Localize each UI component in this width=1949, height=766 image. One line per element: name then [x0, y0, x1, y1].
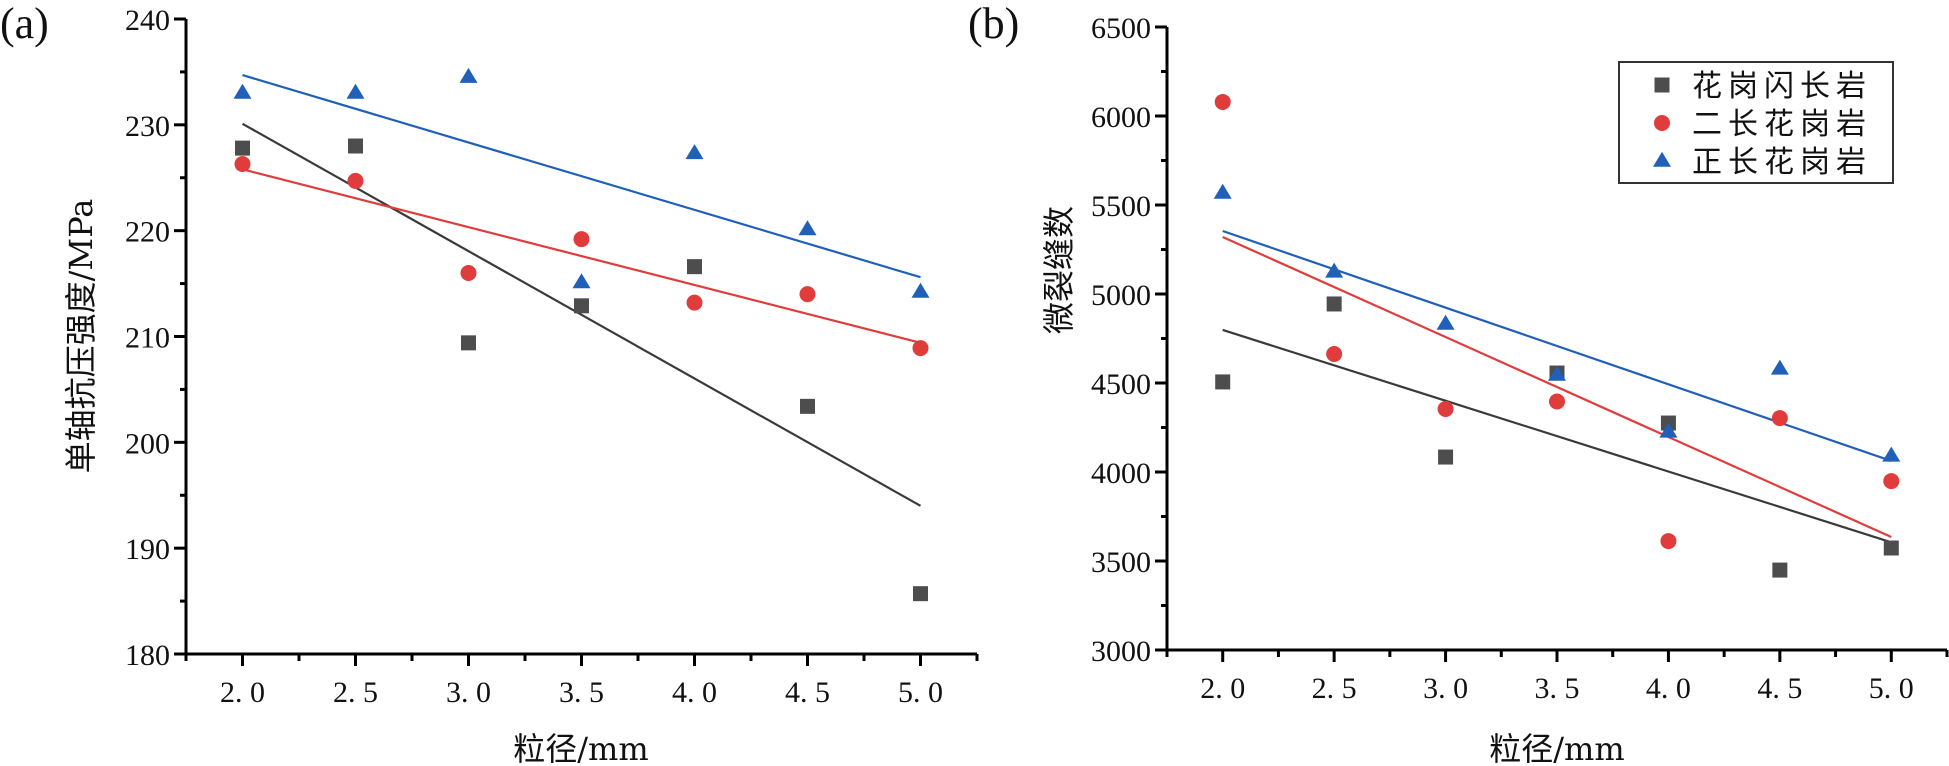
legend-marker-circle [1654, 115, 1670, 131]
data-point-triangle [1213, 183, 1232, 199]
y-tick-label: 4500 [1091, 368, 1151, 401]
data-point-triangle [1770, 359, 1789, 375]
y-tick-label: 5500 [1091, 190, 1151, 223]
y-tick-label: 180 [125, 639, 170, 672]
y-tick-label: 6000 [1091, 101, 1151, 134]
data-point-square [913, 586, 928, 602]
x-axis-title-a: 粒径/mm [513, 730, 648, 766]
panel-label-a: (a) [0, 0, 49, 48]
y-tick-label: 220 [125, 216, 170, 249]
x-tick-label: 4. 5 [785, 676, 830, 709]
data-point-triangle [1325, 262, 1344, 278]
x-tick-label: 2. 0 [220, 676, 265, 709]
x-axis-title-b: 粒径/mm [1489, 730, 1624, 766]
data-point-square [687, 259, 702, 275]
x-tick-label: 4. 5 [1757, 672, 1802, 705]
y-tick-label: 200 [125, 427, 170, 460]
data-point-circle [1214, 93, 1231, 110]
data-point-triangle [1548, 365, 1566, 381]
data-point-triangle [346, 83, 365, 99]
data-point-square [1326, 296, 1342, 312]
x-tick-label: 4. 0 [1646, 672, 1691, 705]
x-tick-label: 5. 0 [1869, 672, 1914, 705]
data-point-square [1883, 540, 1899, 556]
y-tick-label: 6500 [1091, 12, 1151, 45]
x-tick-label: 2. 0 [1200, 672, 1245, 705]
data-point-square [1215, 374, 1231, 390]
y-tick-label: 230 [125, 110, 170, 143]
data-point-triangle [572, 273, 591, 289]
data-point-square [800, 398, 815, 414]
data-point-circle [347, 172, 364, 189]
fit-line-triangle [1222, 229, 1892, 463]
x-tick-label: 5. 0 [898, 676, 943, 709]
data-point-circle [1771, 410, 1788, 427]
x-tick-label: 3. 5 [559, 676, 604, 709]
data-point-triangle [1882, 446, 1901, 462]
x-tick-label: 3. 0 [1423, 672, 1468, 705]
data-point-triangle [1436, 314, 1455, 330]
data-point-triangle [459, 67, 478, 83]
fit-line-circle [1222, 236, 1892, 538]
fit-line-circle [242, 168, 921, 344]
x-tick-label: 2. 5 [1312, 672, 1357, 705]
fit-line-square [241, 122, 922, 507]
data-point-circle [234, 155, 251, 172]
data-point-square [348, 138, 363, 154]
x-tick-label: 2. 5 [333, 676, 378, 709]
x-tick-label: 3. 5 [1535, 672, 1580, 705]
chart-panel-a: (a) 180 190 200 210 220 230 240 2. 0 2. 5 3. 0 3. … [0, 0, 979, 766]
data-point-circle [686, 294, 703, 311]
y-tick-label: 240 [125, 4, 170, 37]
x-tick-label: 4. 0 [672, 676, 717, 709]
data-point-circle [1437, 400, 1454, 417]
fit-line-triangle [242, 74, 921, 279]
y-axis-title-b: 微裂缝数 [1040, 206, 1078, 334]
data-point-circle [1660, 533, 1677, 550]
data-point-circle [1549, 393, 1565, 410]
legend-marker-triangle [1653, 151, 1671, 167]
data-point-square [235, 140, 250, 156]
y-tick-label: 5000 [1091, 279, 1151, 312]
data-point-circle [1883, 473, 1900, 490]
legend-label: 二长花岗岩 [1692, 107, 1872, 142]
data-point-circle [460, 265, 477, 281]
fit-line-square [1222, 328, 1892, 544]
data-point-triangle [798, 220, 817, 236]
legend-label: 正长花岗岩 [1692, 145, 1872, 180]
y-tick-label: 210 [125, 322, 170, 355]
data-point-circle [573, 231, 590, 248]
data-point-square [461, 335, 476, 351]
y-tick-label: 4000 [1091, 457, 1151, 490]
x-tick-label: 3. 0 [446, 676, 491, 709]
data-point-triangle [233, 83, 252, 99]
data-point-square [574, 298, 589, 314]
panel-label-b: (b) [968, 0, 1019, 48]
data-point-triangle [685, 144, 704, 160]
y-tick-label: 3000 [1091, 635, 1151, 668]
y-tick-label: 3500 [1091, 546, 1151, 579]
data-point-square [1772, 562, 1788, 578]
data-point-circle [912, 340, 929, 357]
data-point-circle [799, 286, 816, 303]
chart-panel-b: (b) 3000 3500 4000 4500 5000 5500 6000 6500 2. 0… [968, 0, 1949, 766]
legend-label: 花岗闪长岩 [1692, 69, 1872, 104]
y-axis-title-a: 单轴抗压强度/MPa [62, 199, 100, 474]
data-point-triangle [1659, 422, 1678, 438]
y-tick-label: 190 [125, 533, 170, 566]
legend-marker-square [1654, 77, 1670, 93]
data-point-circle [1326, 345, 1343, 362]
data-point-triangle [911, 282, 930, 298]
data-point-square [1438, 449, 1454, 465]
